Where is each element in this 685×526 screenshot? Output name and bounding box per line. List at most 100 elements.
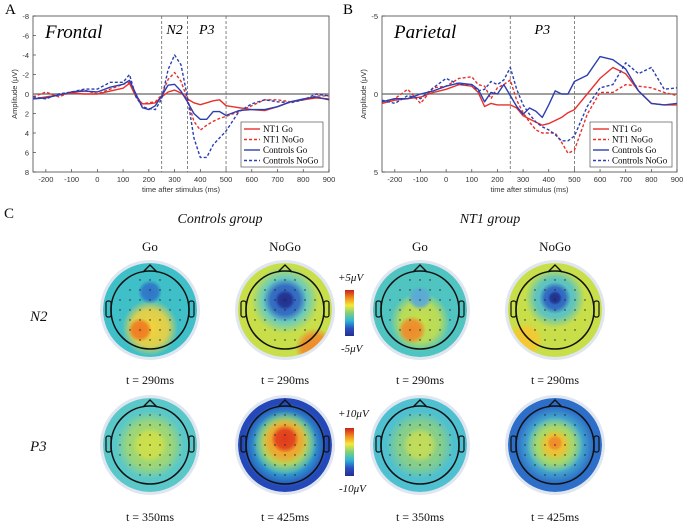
x-tick-label: -200 — [38, 175, 53, 184]
electrode-dot — [574, 289, 576, 291]
electrode-dot — [574, 309, 576, 311]
electrode-dot — [399, 299, 401, 301]
electrode-dot — [294, 414, 296, 416]
electrode-dot — [284, 474, 286, 476]
electrode-dot — [419, 309, 421, 311]
electrode-dot — [254, 299, 256, 301]
electrode-dot — [534, 319, 536, 321]
electrode-dot — [294, 464, 296, 466]
topomap-ring — [505, 260, 605, 360]
electrode-dot — [179, 444, 181, 446]
electrode-dot — [149, 454, 151, 456]
electrode-dot — [429, 299, 431, 301]
time-label: t = 290ms — [395, 373, 445, 387]
topomap — [505, 395, 605, 495]
topomap-surface — [373, 263, 467, 357]
electrode-dot — [139, 329, 141, 331]
x-tick-label: 500 — [568, 175, 581, 184]
topomap-ring — [235, 260, 335, 360]
electrode-dot — [389, 444, 391, 446]
topomap-blob — [261, 417, 309, 465]
electrode-dot — [254, 434, 256, 436]
window-label-p3: P3 — [198, 23, 215, 38]
electrode-dot — [584, 454, 586, 456]
electrode-dot — [169, 329, 171, 331]
electrode-dot — [169, 424, 171, 426]
electrode-dot — [169, 299, 171, 301]
electrode-dot — [314, 454, 316, 456]
electrode-dot — [139, 464, 141, 466]
topomap-ring — [505, 395, 605, 495]
colorbar-max-label: +5μV — [338, 272, 364, 284]
y-tick-label: -5 — [371, 12, 378, 21]
nose-icon — [277, 264, 293, 273]
electrode-dot — [419, 474, 421, 476]
electrode-dot — [574, 434, 576, 436]
topomap — [505, 260, 605, 360]
x-tick-label: 500 — [220, 175, 233, 184]
nose-icon — [142, 264, 158, 273]
electrode-dot — [544, 414, 546, 416]
electrode-dot — [554, 444, 556, 446]
electrode-dot — [534, 289, 536, 291]
nose-icon — [547, 264, 563, 273]
y-tick-label: 0 — [374, 90, 378, 99]
electrode-dot — [119, 299, 121, 301]
electrode-dot — [409, 339, 411, 341]
electrode-dot — [179, 309, 181, 311]
electrode-dot — [399, 319, 401, 321]
topomap — [100, 395, 200, 495]
electrode-dot — [274, 299, 276, 301]
electrode-dot — [314, 444, 316, 446]
electrode-dot — [304, 424, 306, 426]
region-title: Parietal — [393, 22, 456, 43]
electrode-dot — [149, 414, 151, 416]
electrode-dot — [274, 454, 276, 456]
topomap-blob — [539, 282, 571, 314]
electrode-dot — [399, 309, 401, 311]
electrode-dot — [419, 279, 421, 281]
series-line-controls-nogo — [32, 54, 330, 159]
panel-letter: A — [5, 2, 16, 18]
left-ear-icon — [510, 300, 517, 318]
electrode-dot — [419, 444, 421, 446]
electrode-dot — [574, 319, 576, 321]
electrode-dot — [254, 309, 256, 311]
electrode-dot — [169, 319, 171, 321]
right-ear-icon — [188, 300, 195, 318]
electrode-dot — [554, 319, 556, 321]
y-tick-label: 2 — [25, 110, 29, 119]
electrode-dot — [584, 434, 586, 436]
topomap-surface — [103, 398, 197, 492]
electrode-dot — [534, 434, 536, 436]
electrode-dot — [544, 279, 546, 281]
topomap-blob — [398, 316, 426, 344]
electrode-dot — [554, 454, 556, 456]
electrode-dot — [409, 474, 411, 476]
electrode-dot — [544, 474, 546, 476]
topomap-surface — [508, 398, 602, 492]
electrode-dot — [129, 329, 131, 331]
topomap-ring — [235, 395, 335, 495]
x-tick-label: 700 — [619, 175, 632, 184]
electrode-dot — [564, 464, 566, 466]
electrode-dot — [429, 424, 431, 426]
electrode-dot — [399, 434, 401, 436]
electrode-dot — [524, 434, 526, 436]
topomap-blob — [275, 290, 295, 310]
electrode-dot — [264, 424, 266, 426]
erp-plot-parietal: B -200 -100 0 100 200 300 400 500 600 700 800 900 -5 0… — [343, 2, 683, 194]
electrode-dot — [274, 444, 276, 446]
erp-plots: A-200 -100 0 100 200 300 400 500 600 700 800 900-8-… — [5, 2, 683, 194]
electrode-dot — [294, 454, 296, 456]
electrode-dot — [429, 329, 431, 331]
electrode-dot — [439, 444, 441, 446]
electrode-dot — [544, 329, 546, 331]
electrode-dot — [574, 299, 576, 301]
electrode-dot — [584, 309, 586, 311]
topomap-blob — [547, 435, 563, 451]
electrode-dot — [159, 319, 161, 321]
topomap-blob — [132, 427, 168, 463]
electrode-dot — [399, 289, 401, 291]
left-ear-icon — [375, 435, 382, 453]
